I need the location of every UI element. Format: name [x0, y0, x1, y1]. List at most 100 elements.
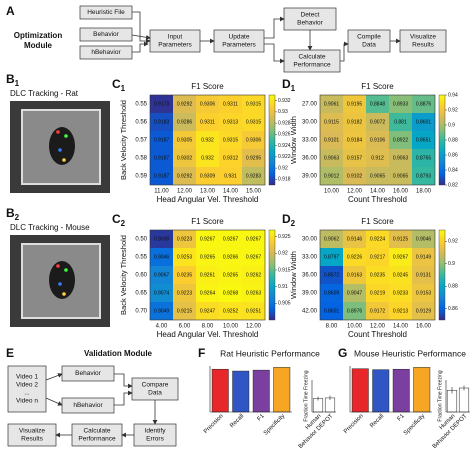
- panel-letter: F: [198, 346, 205, 360]
- cell-label: 0.9172: [370, 308, 386, 314]
- heatmap-cell: [150, 131, 173, 149]
- cell-label: 0.9268: [223, 290, 239, 296]
- colorbar-tick-label: 0.91: [278, 284, 288, 290]
- y-tick-label: 0.65: [135, 291, 147, 297]
- heatmap-cell: [412, 248, 435, 266]
- x-tick-label: F1: [397, 413, 407, 423]
- x-axis-label: Head Angular Vel. Threshold: [157, 330, 259, 339]
- y-tick-label: 0.50: [135, 237, 147, 243]
- panel-letter: B: [6, 72, 15, 86]
- y-axis-label: Window Width: [289, 251, 298, 299]
- cell-label: 0.9267: [200, 236, 216, 242]
- flow-box-text: Video 2: [16, 382, 38, 389]
- heatmap-cell: [150, 95, 173, 113]
- cell-label: 0.8601: [324, 308, 340, 314]
- heatmap-cell: [389, 131, 412, 149]
- cell-label: 0.9008: [154, 236, 170, 242]
- heatmap-cell: [219, 266, 242, 284]
- heatmap-cell: [320, 230, 343, 248]
- cell-label: 0.9311: [223, 101, 238, 107]
- flow-box-text: Errors: [146, 436, 164, 443]
- cell-label: 0.8765: [416, 155, 432, 161]
- y-tick-label: 36.00: [302, 273, 318, 279]
- cell-label: 0.932: [201, 155, 214, 161]
- heatmap-cell: [320, 248, 343, 266]
- cell-label: 0.9265: [223, 272, 239, 278]
- heatmap-cell: [196, 95, 219, 113]
- x-tick-label: 15.00: [246, 189, 262, 195]
- y-tick-label: 0.57: [135, 138, 147, 144]
- cell-label: 0.9065: [370, 173, 386, 179]
- heatmap-cell: [412, 230, 435, 248]
- bar: [392, 368, 410, 413]
- flow-box-text: Heuristic File: [87, 9, 125, 16]
- flow-box-text: Results: [21, 436, 43, 443]
- colorbar-tick-label: 0.88: [448, 284, 458, 290]
- flow-box-text: Identify: [145, 428, 167, 435]
- colorbar-tick-label: 0.94: [448, 92, 458, 98]
- plot-frame: [319, 94, 436, 186]
- cell-label: 0.8793: [416, 173, 432, 179]
- cell-label: 0.9223: [177, 290, 193, 296]
- colorbar-tick-label: 0.9: [448, 261, 455, 267]
- heatmap-cell: [196, 131, 219, 149]
- cell-label: 0.9173: [154, 101, 170, 107]
- heatmap-cell: [150, 266, 173, 284]
- heatmap-cell: [173, 149, 196, 167]
- tracking-point: [58, 282, 62, 286]
- cell-label: 0.9067: [154, 272, 170, 278]
- x-tick-label: F1: [257, 413, 267, 423]
- heatmap-cell: [412, 266, 435, 284]
- arrow: [132, 41, 149, 53]
- panel-label: B1: [6, 72, 20, 88]
- colorbar-tick-label: 0.9: [448, 122, 455, 128]
- y-tick-label: 30.00: [302, 237, 318, 243]
- heatmap-cell: [320, 167, 343, 185]
- heatmap-cell: [173, 248, 196, 266]
- heatmap-cell: [219, 302, 242, 320]
- cell-label: 0.9046: [416, 236, 432, 242]
- heatmap-cell: [150, 284, 173, 302]
- cell-label: 0.9187: [154, 173, 170, 179]
- flow-box-text: Parameters: [222, 42, 256, 49]
- cell-label: 0.9226: [347, 254, 363, 260]
- cell-label: 0.9292: [177, 101, 193, 107]
- heatmap-cell: [173, 113, 196, 131]
- panel-label: G: [338, 346, 347, 360]
- heatmap-cell: [366, 131, 389, 149]
- plot-frame: [149, 229, 266, 321]
- panel-letter: D: [282, 77, 291, 91]
- cell-label: 0.9224: [370, 236, 386, 242]
- cell-label: 0.9253: [177, 254, 193, 260]
- heatmap-cell: [366, 248, 389, 266]
- x-tick-label: 8.00: [326, 324, 338, 330]
- panel-label: D2: [282, 212, 296, 228]
- panel-letter: G: [338, 346, 347, 360]
- colorbar-tick-label: 0.92: [448, 239, 458, 245]
- photo-caption: DLC Tracking - Rat: [10, 89, 79, 98]
- colorbar-tick-label: 0.925: [278, 234, 291, 240]
- x-tick-label: 11.00: [154, 189, 169, 195]
- y-tick-label: 42.00: [302, 309, 318, 315]
- cell-label: 0.9312: [223, 155, 239, 161]
- bar: [252, 369, 270, 413]
- colorbar-tick-label: 0.92: [278, 251, 288, 257]
- y-tick-label: 0.58: [135, 156, 147, 162]
- x-tick-label: Recall: [229, 413, 245, 429]
- cell-label: 0.9213: [393, 308, 409, 314]
- heatmap-cell: [219, 230, 242, 248]
- colorbar-tick-label: 0.924: [278, 143, 291, 149]
- colorbar-tick-label: 0.928: [278, 120, 291, 126]
- flow-box-text: ...: [24, 390, 30, 397]
- cell-label: 0.9295: [246, 155, 262, 161]
- heatmap-cell: [242, 113, 265, 131]
- cell-label: 0.9267: [223, 236, 239, 242]
- heatmap-cell: [412, 113, 435, 131]
- cell-label: 0.9235: [177, 272, 193, 278]
- cell-label: 0.8876: [416, 101, 432, 107]
- flow-box: [79, 45, 133, 60]
- cell-label: 0.9217: [370, 254, 386, 260]
- colorbar-tick-label: 0.84: [448, 167, 458, 173]
- bar: [413, 367, 431, 413]
